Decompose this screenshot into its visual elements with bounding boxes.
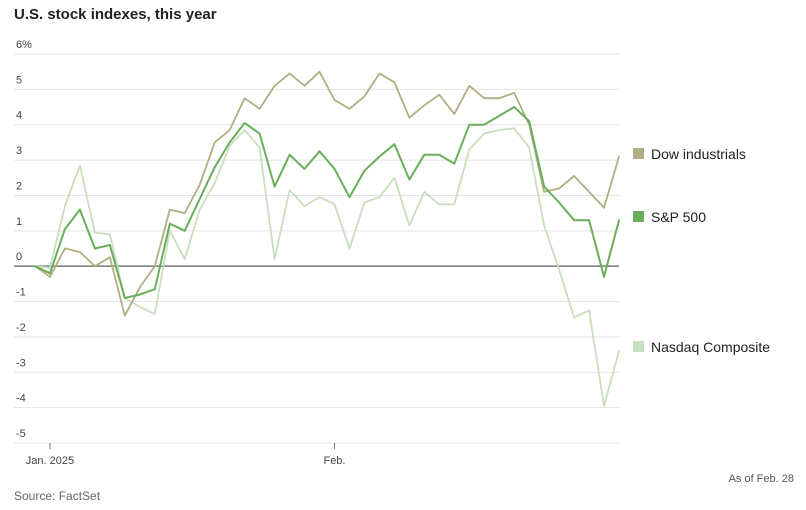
chart-title: U.S. stock indexes, this year [14, 6, 217, 23]
y-tick-label: 5 [16, 74, 22, 86]
legend-swatch-s-p-500 [633, 211, 644, 222]
series-lines [34, 70, 620, 407]
y-axis-ticks: -5 -4 -3 -2 -1 0 1 2 3 4 5 6% [16, 39, 32, 440]
y-tick-label: 2 [16, 180, 22, 192]
x-tick-label: Jan. 2025 [26, 455, 74, 467]
series-line-nasdaq-composite [34, 127, 620, 407]
x-axis-ticks: Jan. 2025 Feb. [26, 443, 345, 467]
x-tick-label: Feb. [323, 455, 345, 467]
legend-swatch-dow-industrials [633, 148, 644, 159]
legend: Dow industrials S&P 500 Nasdaq Composite [633, 146, 770, 355]
y-tick-label: 4 [16, 110, 22, 122]
y-tick-label: -2 [16, 322, 26, 334]
gridlines [14, 53, 619, 444]
y-tick-label: 6% [16, 39, 32, 51]
source-note: Source: FactSet [14, 489, 101, 503]
as-of-note: As of Feb. 28 [728, 473, 794, 485]
y-tick-label: -1 [16, 287, 26, 299]
legend-label-s-p-500: S&P 500 [651, 209, 706, 225]
y-tick-label: 3 [16, 145, 22, 157]
y-tick-label: -4 [16, 393, 26, 405]
y-tick-label: 0 [16, 251, 22, 263]
legend-swatch-nasdaq-composite [633, 341, 644, 352]
legend-label-nasdaq-composite: Nasdaq Composite [651, 339, 770, 355]
series-line-s-p-500 [34, 106, 620, 299]
legend-label-dow-industrials: Dow industrials [651, 146, 746, 162]
y-tick-label: -5 [16, 428, 26, 440]
y-tick-label: -3 [16, 357, 26, 369]
series-line-dow-industrials [34, 70, 620, 317]
y-tick-label: 1 [16, 216, 22, 228]
